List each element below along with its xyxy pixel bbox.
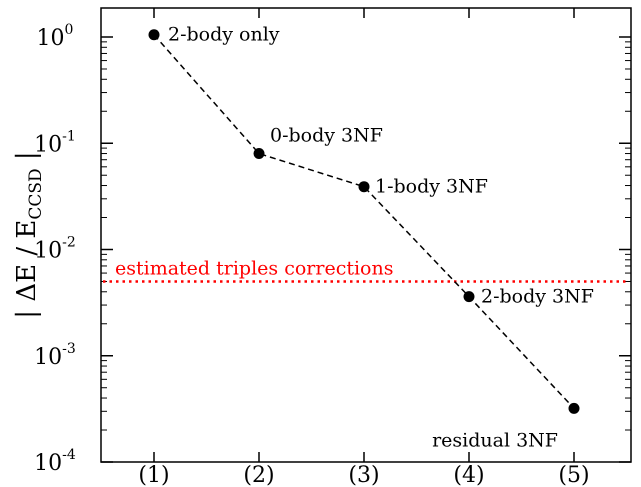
y-tick-label: 100 <box>37 22 74 51</box>
data-point-label: residual 3NF <box>432 429 558 451</box>
reference-group: estimated triples corrections <box>103 257 629 283</box>
data-point <box>568 402 580 414</box>
axis-ticks: (1) (2) (3) (4) (5) 100 10-1 10-2 10-3 10-4 <box>34 8 631 487</box>
y-tick-label: 10-3 <box>34 341 76 370</box>
y-tick-label: 10-4 <box>34 447 76 476</box>
series-group: 2-body only 0-body 3NF 1-body 3NF 2-body 3N… <box>148 24 594 451</box>
y-tick-label: 10-1 <box>34 128 76 157</box>
y-axis-title-subscript: CCSD <box>26 168 46 219</box>
data-point-label: 2-body 3NF <box>481 286 594 308</box>
data-point <box>253 148 265 160</box>
y-axis-title-suffix: | <box>12 151 42 168</box>
data-point-label: 2-body only <box>168 24 280 46</box>
data-point <box>358 181 370 193</box>
y-axis-title: | ΔE / ECCSD | <box>12 151 46 318</box>
data-point-label: 1-body 3NF <box>375 176 488 198</box>
plot-frame <box>100 7 632 463</box>
x-tick-label: (5) <box>558 463 589 487</box>
data-point <box>148 29 160 41</box>
reference-line-label: estimated triples corrections <box>115 257 393 279</box>
x-tick-label: (4) <box>453 463 484 487</box>
data-point-label: 0-body 3NF <box>270 125 383 147</box>
data-point <box>463 291 475 303</box>
x-tick-label: (3) <box>348 463 379 487</box>
y-tick-label: 10-2 <box>34 235 76 264</box>
x-tick-label: (1) <box>138 463 169 487</box>
x-tick-label: (2) <box>243 463 274 487</box>
y-axis-title-prefix: | ΔE / E <box>12 220 42 319</box>
series-line <box>153 34 575 409</box>
